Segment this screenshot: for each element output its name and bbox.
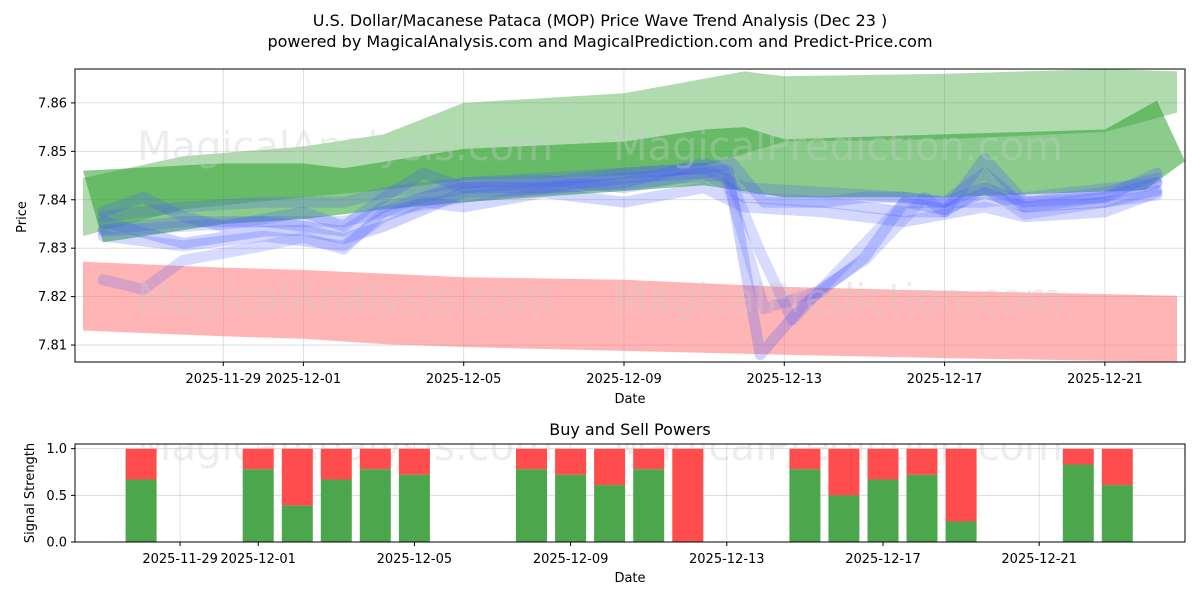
buy-bar — [789, 469, 821, 542]
price-x-tick-label: 2025-12-21 — [1067, 372, 1143, 387]
sell-bar — [125, 448, 157, 480]
sell-bar — [828, 448, 860, 496]
sell-bar — [789, 448, 821, 470]
signal-y-tick-label: 0.0 — [46, 536, 67, 551]
wave-6 — [97, 182, 1163, 252]
wave-2 — [97, 165, 1163, 315]
wave-7 — [97, 162, 1163, 223]
wave-4 — [97, 157, 1163, 232]
buy-bar — [867, 479, 899, 542]
sell-bar — [1062, 448, 1094, 465]
watermark-analysis: MagicalAnalysis.com — [137, 124, 553, 170]
sell-bar — [516, 448, 547, 470]
price-x-tick-label: 2025-12-01 — [266, 372, 342, 387]
signal-x-ticks: 2025-11-29 2025-12-01 2025-12-05 2025-12-09… — [142, 542, 1077, 567]
price-y-tick-label: 7.85 — [38, 145, 67, 160]
chart-subtitle: powered by MagicalAnalysis.com and Magic… — [267, 32, 932, 51]
price-x-tick-label: 2025-12-05 — [426, 372, 502, 387]
buy-bar — [1062, 464, 1094, 542]
price-y-axis-label: Price — [15, 201, 30, 233]
signal-x-tick-label: 2025-11-29 — [142, 552, 218, 567]
buy-bar — [398, 474, 430, 542]
signal-y-tick-label: 0.5 — [46, 489, 67, 504]
signal-plot-area — [125, 448, 1133, 542]
signal-x-tick-label: 2025-12-17 — [845, 552, 921, 567]
signal-y-ticks: 0.0 0.5 1.0 — [46, 442, 75, 551]
watermark-prediction: MagicalPrediction.com — [613, 124, 1063, 170]
price-watermarks: MagicalAnalysis.com MagicalPrediction.co… — [137, 124, 1063, 322]
chart-title: U.S. Dollar/Macanese Pataca (MOP) Price … — [313, 11, 887, 30]
sell-bar — [945, 448, 977, 522]
price-axes-frame — [74, 68, 1186, 363]
buy-bar — [320, 479, 352, 542]
price-x-tick-label: 2025-12-09 — [586, 372, 662, 387]
price-y-tick-label: 7.84 — [38, 193, 67, 208]
signal-y-tick-label: 1.0 — [46, 442, 67, 457]
signal-x-tick-label: 2025-12-01 — [220, 552, 296, 567]
sell-bar — [555, 448, 587, 475]
signal-x-tick-label: 2025-12-05 — [377, 552, 453, 567]
buy-bar — [516, 469, 547, 542]
price-plot-area — [83, 69, 1185, 362]
signal-chart-title: Buy and Sell Powers — [549, 420, 711, 439]
signal-x-axis-label: Date — [614, 571, 645, 586]
sell-bar — [672, 448, 704, 542]
sell-bar — [242, 448, 274, 470]
signal-x-tick-label: 2025-12-13 — [689, 552, 765, 567]
red-band — [83, 261, 1177, 362]
watermark-analysis-2: MagicalAnalysis.com — [137, 276, 553, 322]
buy-bar — [281, 505, 313, 542]
price-x-tick-label: 2025-12-13 — [746, 372, 822, 387]
price-y-tick-label: 7.83 — [38, 242, 67, 257]
sell-bar — [594, 448, 626, 486]
sell-bar — [906, 448, 938, 475]
buy-bar — [242, 469, 274, 542]
price-y-tick-label: 7.82 — [38, 290, 67, 305]
buy-bar — [594, 485, 626, 542]
buy-bar — [1101, 485, 1133, 542]
signal-chart: Buy and Sell Powers MagicalAnalysis.com … — [23, 420, 1186, 586]
sell-bar — [281, 448, 313, 506]
buy-bar — [555, 474, 587, 542]
price-chart: MagicalAnalysis.com MagicalPrediction.co… — [15, 68, 1186, 407]
price-y-tick-label: 7.86 — [38, 96, 67, 111]
wave-1 — [97, 157, 1163, 361]
green-lower — [83, 100, 1185, 243]
price-x-ticks: 2025-11-29 2025-12-01 2025-12-05 2025-12-09… — [185, 362, 1143, 387]
price-x-tick-label: 2025-12-17 — [907, 372, 983, 387]
buy-bar — [359, 469, 391, 542]
price-y-tick-label: 7.81 — [38, 339, 67, 354]
watermark-prediction-2: MagicalPrediction.com — [613, 276, 1063, 322]
wave-3 — [97, 169, 1163, 326]
buy-bar — [945, 521, 977, 542]
sell-bar — [1101, 448, 1133, 486]
sell-bar — [633, 448, 665, 470]
price-x-tick-label: 2025-11-29 — [185, 372, 261, 387]
wave-5 — [97, 153, 1163, 237]
price-y-ticks: 7.81 7.82 7.83 7.84 7.85 7.86 — [38, 96, 75, 354]
sell-bar — [867, 448, 899, 480]
sell-bar — [320, 448, 352, 480]
sell-bar — [398, 448, 430, 475]
buy-bar — [828, 495, 860, 542]
price-x-axis-label: Date — [614, 392, 645, 407]
signal-x-tick-label: 2025-12-09 — [533, 552, 609, 567]
signal-x-tick-label: 2025-12-21 — [1001, 552, 1077, 567]
buy-bar — [633, 469, 665, 542]
sell-bar — [359, 448, 391, 470]
buy-bar — [125, 479, 157, 542]
buy-bar — [906, 474, 938, 542]
signal-y-axis-label: Signal Strength — [23, 443, 38, 543]
signal-axes-frame — [74, 443, 1186, 543]
